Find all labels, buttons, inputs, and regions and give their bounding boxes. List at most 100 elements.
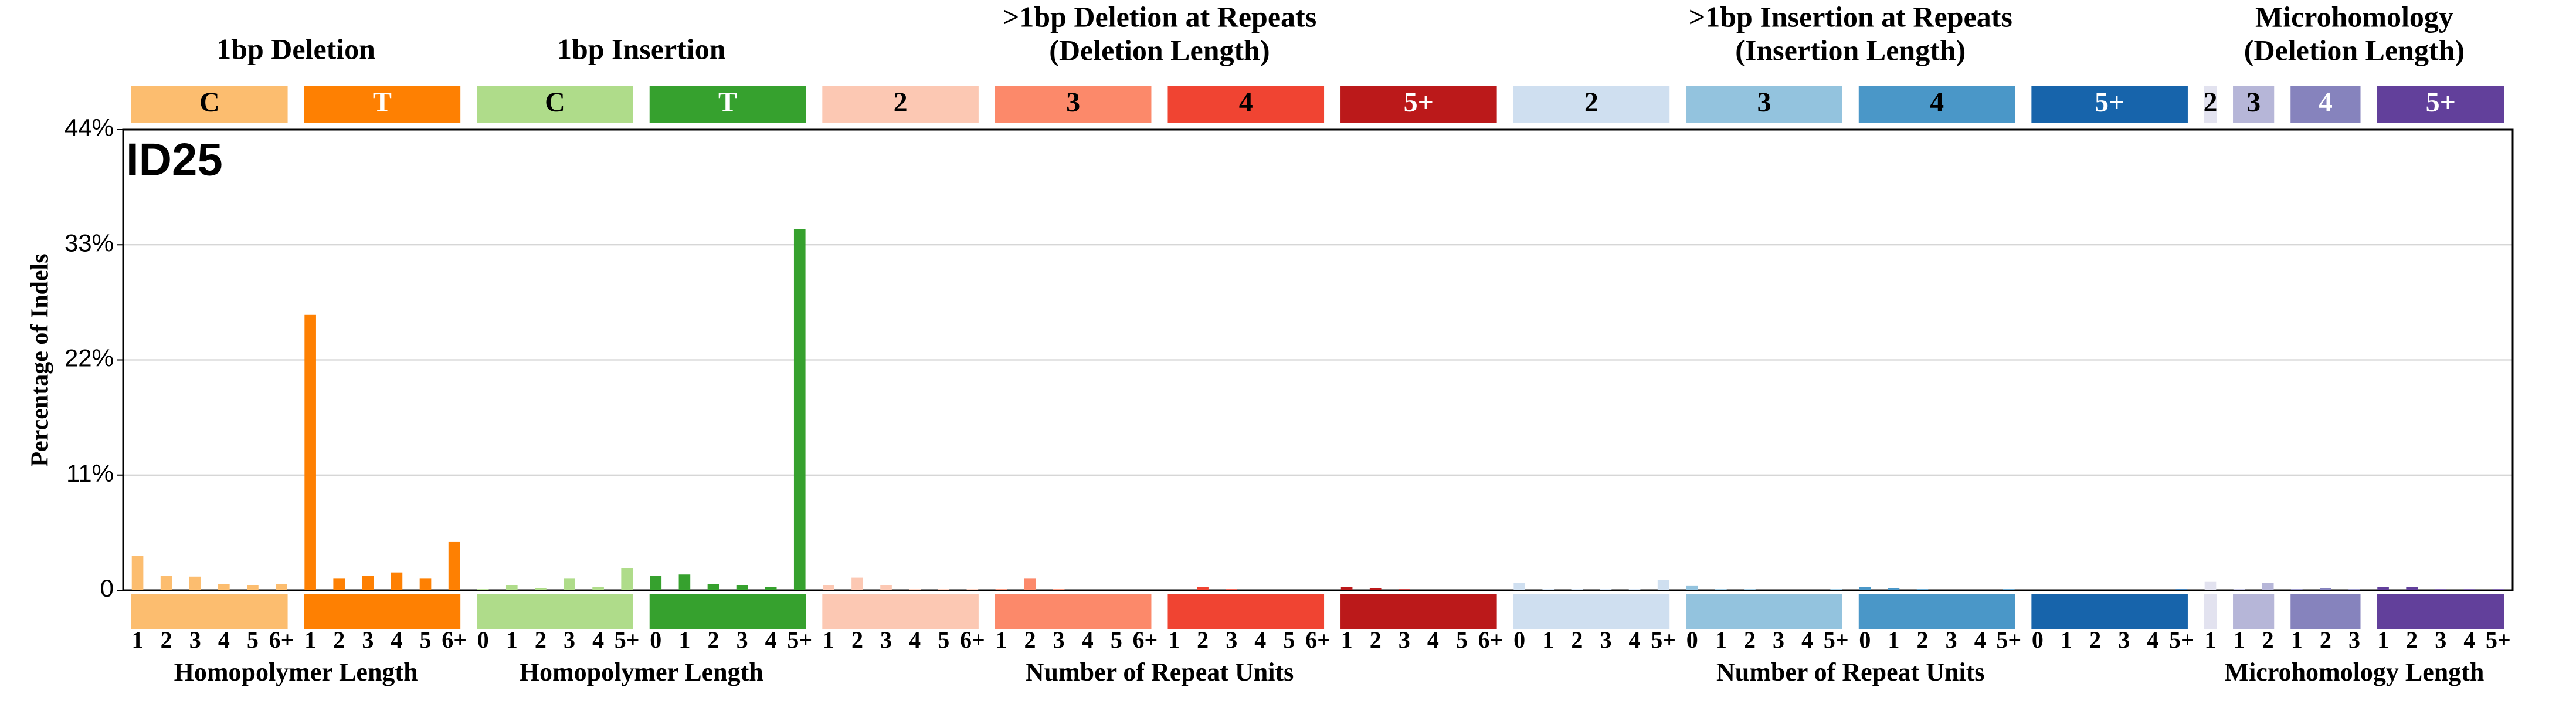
x-tick-label: 5 <box>1111 627 1122 653</box>
category-box-top <box>1513 86 1670 123</box>
x-axis-label: Number of Repeat Units <box>1716 658 1985 686</box>
bar <box>2290 589 2303 590</box>
group-title: (Insertion Length) <box>1735 33 1966 66</box>
bar <box>448 541 460 590</box>
x-tick-label: 5 <box>938 627 949 653</box>
x-tick-label: 2 <box>707 627 719 653</box>
bar <box>160 576 172 590</box>
x-tick-label: 2 <box>535 627 547 653</box>
x-tick-label: 1 <box>1542 627 1554 653</box>
x-tick-label: 5+ <box>1824 627 1849 653</box>
x-tick-label: 1 <box>2234 627 2245 653</box>
bar <box>851 577 863 590</box>
category-box-bottom <box>995 594 1152 629</box>
x-tick-label: 3 <box>1773 627 1784 653</box>
category-label: 4 <box>2319 87 2333 118</box>
x-tick-label: 1 <box>995 627 1007 653</box>
bar <box>1226 589 1238 590</box>
x-tick-label: 1 <box>1168 627 1180 653</box>
x-tick-label: 3 <box>1600 627 1611 653</box>
x-tick-label: 3 <box>189 627 201 653</box>
bar <box>823 585 834 590</box>
x-tick-label: 2 <box>1024 627 1036 653</box>
category-box-top <box>995 86 1152 123</box>
x-tick-label: 3 <box>2118 627 2130 653</box>
bar <box>621 568 633 590</box>
bar <box>1830 589 1842 590</box>
bar <box>477 589 489 590</box>
category-box-bottom <box>2233 594 2275 629</box>
x-tick-label: 1 <box>506 627 518 653</box>
bar <box>2492 589 2504 590</box>
x-tick-label: 2 <box>1370 627 1382 653</box>
bar <box>391 572 403 590</box>
category-box-top <box>1858 86 2015 123</box>
category-label: C <box>545 87 565 118</box>
x-tick-label: 2 <box>333 627 345 653</box>
category-label: 4 <box>1930 87 1944 118</box>
category-box-bottom <box>131 594 288 629</box>
y-tick-label: 22% <box>65 344 114 372</box>
category-label: 5+ <box>2426 87 2456 118</box>
bar <box>765 587 777 590</box>
x-tick-label: 2 <box>1197 627 1209 653</box>
category-box-bottom <box>1340 594 1497 629</box>
bar <box>505 585 518 590</box>
bar <box>1053 589 1065 590</box>
bar <box>564 578 575 590</box>
bar <box>333 578 345 590</box>
x-tick-label: 1 <box>1888 627 1899 653</box>
x-tick-label: 6+ <box>960 627 985 653</box>
bar <box>2003 589 2015 590</box>
x-tick-label: 6+ <box>269 627 294 653</box>
category-label: 2 <box>894 87 908 118</box>
bar <box>880 585 892 590</box>
x-tick-label: 1 <box>2377 627 2389 653</box>
category-label: 2 <box>1584 87 1598 118</box>
x-tick-label: 4 <box>1629 627 1641 653</box>
x-tick-label: 5+ <box>615 627 640 653</box>
category-box-top <box>1686 86 1842 123</box>
bar <box>707 584 719 590</box>
x-tick-label: 4 <box>1974 627 1986 653</box>
category-box-bottom <box>649 594 806 629</box>
x-tick-label: 2 <box>2262 627 2274 653</box>
group-title: 1bp Insertion <box>557 32 726 65</box>
bar <box>909 589 921 590</box>
x-tick-label: 4 <box>592 627 604 653</box>
bar <box>1513 583 1525 590</box>
category-box-top <box>304 86 461 123</box>
group-title: 1bp Deletion <box>216 32 375 65</box>
x-tick-label: 0 <box>650 627 661 653</box>
x-axis-label: Number of Repeat Units <box>1026 658 1294 686</box>
category-box-bottom <box>477 594 633 629</box>
category-box-top <box>1340 86 1497 123</box>
category-box-bottom <box>1858 594 2015 629</box>
bar <box>189 576 201 590</box>
x-tick-label: 3 <box>2435 627 2446 653</box>
x-tick-label: 1 <box>132 627 144 653</box>
x-tick-label: 1 <box>2291 627 2303 653</box>
x-tick-label: 2 <box>851 627 863 653</box>
plot-border <box>122 128 2514 591</box>
x-tick-label: 0 <box>2032 627 2044 653</box>
bar <box>247 585 259 590</box>
x-tick-label: 3 <box>880 627 892 653</box>
x-tick-label: 3 <box>1053 627 1065 653</box>
category-box-top <box>2031 86 2188 123</box>
category-label: T <box>718 87 737 118</box>
bar <box>1916 589 1929 590</box>
x-tick-label: 5+ <box>787 627 812 653</box>
bar <box>362 576 374 590</box>
x-tick-label: 6+ <box>1478 627 1503 653</box>
bar <box>1600 589 1612 590</box>
x-tick-label: 1 <box>678 627 690 653</box>
x-tick-label: 0 <box>1859 627 1871 653</box>
bar <box>1369 588 1382 590</box>
x-tick-label: 1 <box>1715 627 1727 653</box>
category-box-top <box>131 86 288 123</box>
group-title: >1bp Deletion at Repeats <box>1003 0 1316 33</box>
x-tick-label: 1 <box>2061 627 2072 653</box>
category-box-top <box>2377 86 2504 123</box>
